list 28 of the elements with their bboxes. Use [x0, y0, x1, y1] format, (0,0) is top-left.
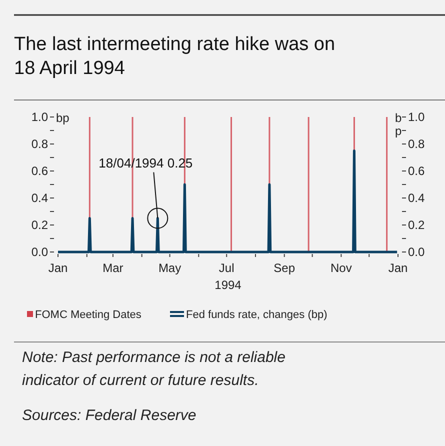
x-tick-label: May: [158, 261, 182, 275]
y2-tick-label: 0.2: [408, 218, 426, 232]
y-tick-label: 0.0: [31, 245, 48, 259]
y2-axis-title: bp: [395, 111, 402, 138]
legend-label: FOMC Meeting Dates: [35, 309, 142, 321]
text: Note: Past performance is not a reliable indicator of current or future results.: [22, 349, 286, 389]
x-axis-title: 1994: [214, 278, 242, 292]
y-tick-label: 0.4: [31, 191, 48, 205]
y2-tick-label: 0.6: [408, 164, 426, 178]
x-tick-label: Jan: [48, 261, 68, 275]
y-tick-label: 1.0: [31, 110, 48, 124]
y-tick-label: 0.2: [31, 218, 48, 232]
source-note: Sources: Federal Reserve: [22, 407, 196, 424]
y-axis-title: bp: [56, 111, 70, 125]
x-tick-label: Mar: [102, 261, 124, 275]
x-tick-label: Nov: [330, 261, 352, 275]
y-tick-label: 0.8: [31, 137, 48, 151]
y2-tick-label: 0.8: [408, 137, 426, 151]
legend-label: Fed funds rate, changes (bp): [186, 309, 328, 321]
y-tick-label: 0.6: [31, 164, 48, 178]
x-tick-label: Sep: [274, 261, 296, 275]
x-tick-label: Jul: [218, 261, 234, 275]
line-series: [56, 150, 398, 254]
y2-tick-label: 1.0: [408, 110, 426, 124]
x-tick-label: Jan: [388, 261, 408, 275]
y2-tick-label: 0.0: [408, 245, 426, 259]
chart-title: The last intermeeting rate hike was on 18 April 1994: [14, 34, 336, 79]
y2-tick-label: 0.4: [408, 191, 426, 205]
